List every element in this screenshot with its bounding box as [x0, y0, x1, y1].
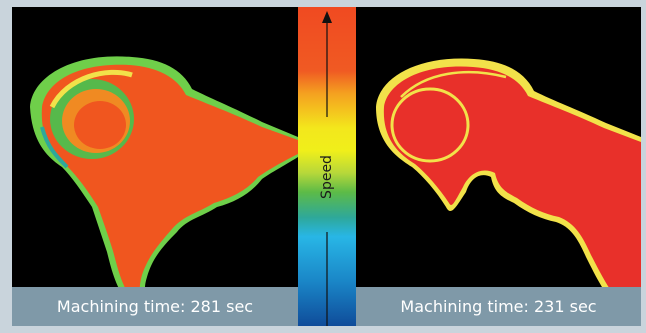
machining-time-caption-right: Machining time: 231 sec: [356, 287, 641, 326]
part-head-right: [390, 87, 470, 163]
part-edge-streak-left: [49, 69, 133, 109]
part-head-core-left: [74, 101, 126, 149]
speed-label: Speed: [319, 155, 335, 199]
part-edge-streak-right: [400, 71, 507, 98]
speed-color-scale: Speed: [298, 7, 356, 326]
part-visualization-right: [376, 58, 641, 307]
simulation-image-left: Machining time: 281 sec: [12, 7, 298, 326]
speed-arrow: [322, 11, 332, 326]
machining-time-caption-left: Machining time: 281 sec: [12, 287, 298, 326]
arrow-up-icon: [322, 11, 332, 23]
simulation-image-right: Machining time: 231 sec: [356, 7, 641, 326]
part-visualization-left: [30, 56, 298, 307]
part-edge-streak-left-2: [40, 126, 69, 169]
part-body-right: [383, 66, 641, 303]
